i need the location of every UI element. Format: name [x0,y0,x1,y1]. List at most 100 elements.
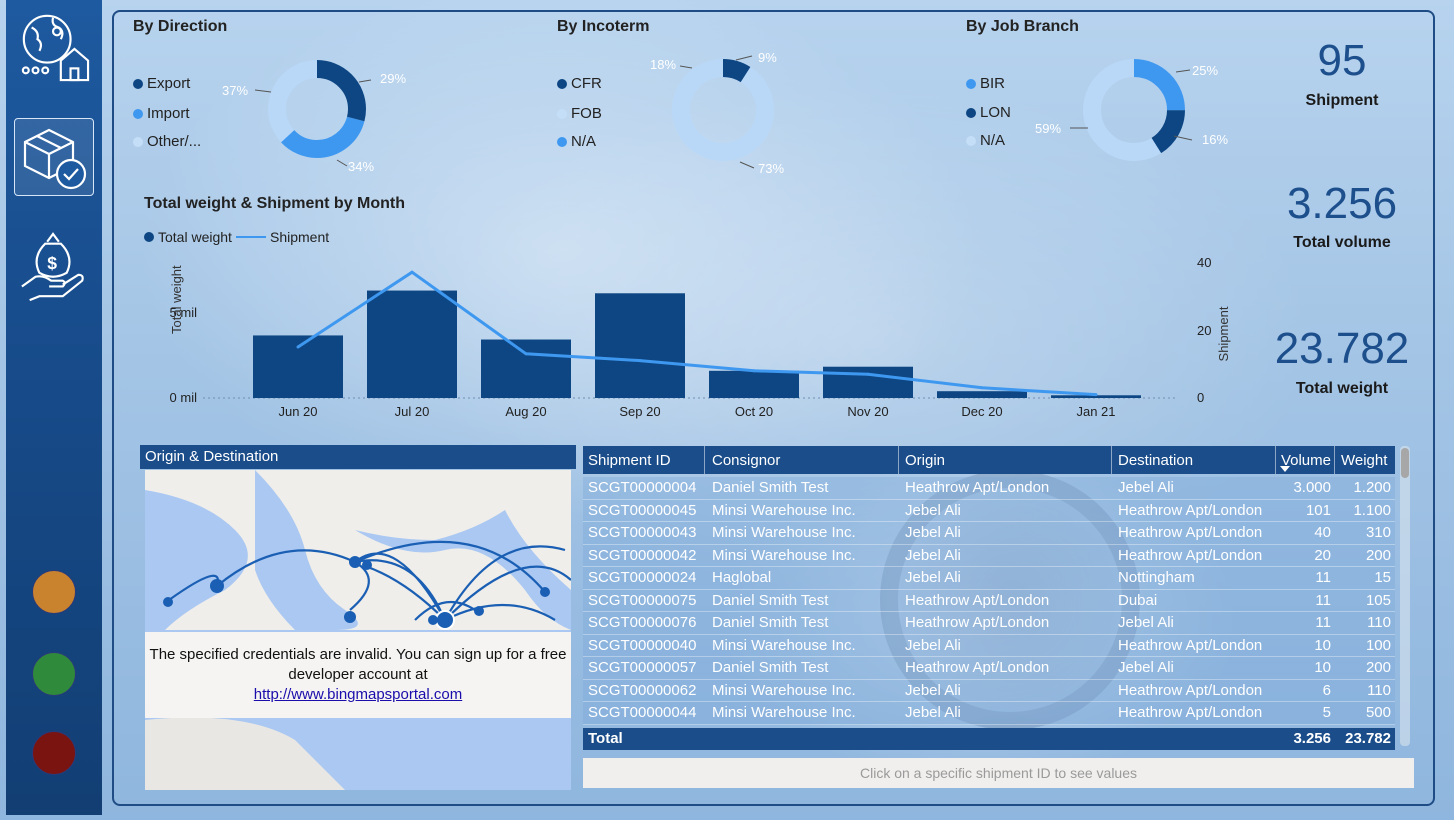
donut-slice-bir[interactable] [1083,59,1185,161]
cell-consignor: Minsi Warehouse Inc. [712,524,856,542]
table-row[interactable]: SCGT00000024 Haglobal Jebel Ali Nottingham 1… [583,567,1395,590]
x-tick-label: Jan 21 [1076,404,1115,419]
branch-title: By Job Branch [966,18,1079,35]
point-shipment-4[interactable] [752,369,756,373]
cell-shipment-id[interactable]: SCGT00000075 [588,591,697,609]
kpi-shipment-label: Shipment [1305,92,1379,109]
line-shipment[interactable] [297,270,1097,397]
incoterm-legend-fob[interactable]: FOB [557,105,602,122]
x-tick-label: Jul 20 [395,404,430,419]
cell-volume: 10 [1314,659,1331,677]
bar-total-weight-2[interactable] [481,339,571,398]
cell-volume: 40 [1314,524,1331,542]
branch-legend-na[interactable]: N/A [966,132,1005,149]
cell-origin: Heathrow Apt/London [905,614,1050,632]
package-check-icon[interactable] [14,118,94,196]
donut-slice-export[interactable] [268,60,366,158]
money-hand-icon[interactable]: $ [18,232,90,304]
cell-shipment-id[interactable]: SCGT00000042 [588,546,697,564]
bar-total-weight-7[interactable] [1051,395,1141,398]
cell-volume: 6 [1322,681,1331,699]
x-tick-label: Nov 20 [847,404,888,419]
cell-shipment-id[interactable]: SCGT00000043 [588,524,697,542]
cell-shipment-id[interactable]: SCGT00000076 [588,614,697,632]
legend-dot [133,78,143,89]
point-shipment-6[interactable] [980,386,984,390]
cell-shipment-id[interactable]: SCGT00000057 [588,659,697,677]
globe-home-icon[interactable] [18,10,90,82]
col-header-origin[interactable]: Origin [905,451,946,469]
bar-total-weight-1[interactable] [367,290,457,398]
point-shipment-2[interactable] [524,352,528,356]
status-light-green[interactable] [32,652,76,696]
cell-shipment-id[interactable]: SCGT00000024 [588,569,697,587]
point-shipment-0[interactable] [296,345,300,349]
col-header-shipment-id[interactable]: Shipment ID [588,451,671,469]
direction-donut[interactable] [255,52,385,172]
point-shipment-3[interactable] [638,359,642,363]
cell-shipment-id[interactable]: SCGT00000044 [588,704,697,722]
table-row[interactable]: SCGT00000076 Daniel Smith Test Heathrow Ap… [583,612,1395,635]
table-row[interactable]: SCGT00000045 Minsi Warehouse Inc. Jebel Al… [583,499,1395,522]
cell-shipment-id[interactable]: SCGT00000045 [588,501,697,519]
table-row[interactable]: SCGT00000004 Daniel Smith Test Heathrow Ap… [583,477,1395,500]
table-scrollbar[interactable] [1400,446,1410,746]
point-shipment-1[interactable] [410,270,414,274]
col-header-destination[interactable]: Destination [1118,451,1194,469]
table-row[interactable]: SCGT00000057 Daniel Smith Test Heathrow Ap… [583,657,1395,680]
donut-slice-import[interactable] [268,60,366,158]
table-row[interactable]: SCGT00000042 Minsi Warehouse Inc. Jebel Al… [583,544,1395,567]
col-header-weight[interactable]: Weight [1341,451,1388,469]
donut-slice-fob[interactable] [672,59,774,161]
incoterm-legend-na[interactable]: N/A [557,133,596,150]
bar-total-weight-5[interactable] [823,366,913,398]
bar-total-weight-3[interactable] [595,293,685,398]
donut-slice-cfr[interactable] [672,59,774,161]
incoterm-donut[interactable] [662,50,792,175]
table-row[interactable]: SCGT00000044 Minsi Warehouse Inc. Jebel Al… [583,702,1395,725]
origin-destination-map[interactable]: The specified credentials are invalid. Y… [145,470,571,790]
status-light-red[interactable] [32,731,76,775]
direction-legend-export[interactable]: Export [133,75,190,92]
incoterm-legend-cfr[interactable]: CFR [557,75,602,92]
table-row[interactable]: SCGT00000062 Minsi Warehouse Inc. Jebel Al… [583,679,1395,702]
world-map [145,470,571,790]
cell-origin: Jebel Ali [905,524,961,542]
cell-consignor: Haglobal [712,569,772,587]
incoterm-pct-fob: 73% [758,161,785,176]
point-shipment-7[interactable] [1094,393,1098,397]
branch-legend-lon[interactable]: LON [966,104,1011,121]
direction-legend-import[interactable]: Import [133,105,190,122]
bar-total-weight-4[interactable] [709,370,799,398]
cell-shipment-id[interactable]: SCGT00000040 [588,636,697,654]
table-row[interactable]: SCGT00000040 Minsi Warehouse Inc. Jebel Al… [583,634,1395,657]
table-scroll-thumb[interactable] [1401,448,1409,478]
cell-weight: 200 [1365,546,1391,564]
combo-legend-shipment[interactable]: Shipment [236,229,329,245]
cell-destination: Heathrow Apt/London [1118,546,1263,564]
combo-chart[interactable]: Total weight Shipment 5 mil 0 mil 40 20 … [135,250,1245,430]
cell-volume: 11 [1315,591,1331,609]
branch-pct-lon: 16% [1202,132,1229,147]
table-row[interactable]: SCGT00000075 Daniel Smith Test Heathrow Ap… [583,589,1395,612]
col-header-consignor[interactable]: Consignor [712,451,781,469]
combo-legend-weight[interactable]: Total weight [144,229,232,245]
cell-shipment-id[interactable]: SCGT00000004 [588,479,697,497]
branch-legend-bir[interactable]: BIR [966,75,1005,92]
direction-legend-other[interactable]: Other/... [133,133,201,150]
col-header-volume[interactable]: Volume [1280,451,1331,469]
cell-shipment-id[interactable]: SCGT00000062 [588,681,697,699]
status-light-amber[interactable] [32,570,76,614]
bar-total-weight-6[interactable] [937,391,1027,398]
route-arcs [168,540,571,621]
kpi-weight-label: Total weight [1295,380,1389,397]
point-shipment-5[interactable] [866,372,870,376]
y-left-tick: 0 mil [170,390,198,405]
branch-donut[interactable] [1070,50,1210,175]
map-portal-link[interactable]: http://www.bingmapsportal.com [253,686,463,703]
table-row[interactable]: SCGT00000043 Minsi Warehouse Inc. Jebel Al… [583,522,1395,545]
total-label: Total [588,730,623,747]
route-nodes [163,556,550,630]
sort-desc-icon[interactable] [1280,466,1290,472]
bar-total-weight-0[interactable] [253,335,343,398]
